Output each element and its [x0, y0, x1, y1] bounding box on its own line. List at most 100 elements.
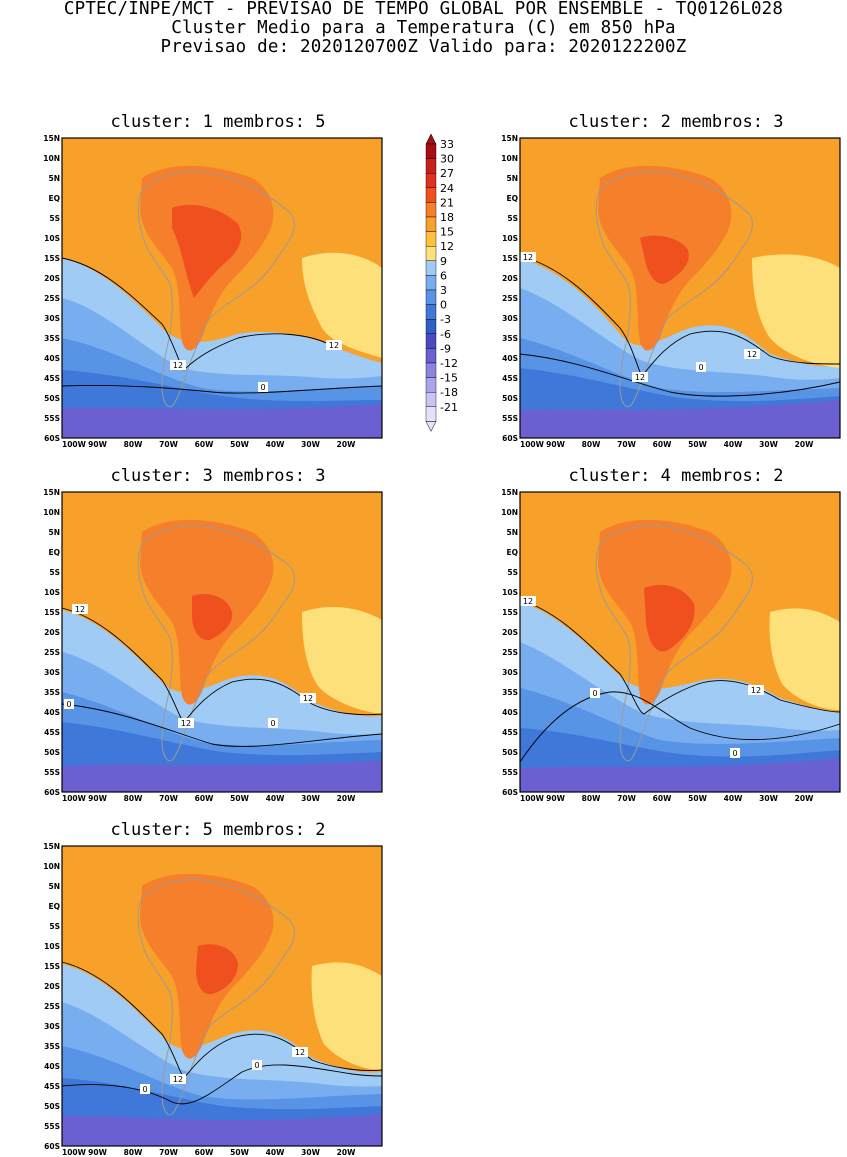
lat-tick-label: 10N	[43, 154, 60, 163]
lon-tick-label: 70W	[617, 440, 636, 449]
legend-swatch	[425, 245, 437, 261]
legend-label: 24	[440, 182, 454, 195]
lat-tick-label: 30S	[44, 1022, 60, 1031]
lon-tick-label: 90W	[88, 794, 107, 803]
lat-tick-label: 50S	[44, 394, 60, 403]
panel-title: cluster: 3 membros: 3	[110, 466, 326, 486]
lat-tick-label: 5S	[49, 214, 60, 223]
lon-tick-label: 20W	[795, 440, 814, 449]
legend-label: 30	[440, 153, 454, 166]
lat-axis: 15N 10N 5N EQ 5S 10S 15S 20S 25S 30S 35S 40S 45S 50S 5…	[501, 488, 518, 797]
lat-tick-label: 15N	[43, 488, 60, 497]
lat-tick-label: 55S	[44, 1122, 60, 1131]
lat-tick-label: 15N	[501, 488, 518, 497]
temperature-map: 12 12 0 0 15N 10N 5N EQ 5S 10S 15S 20S 25S 30S 35S…	[43, 842, 383, 1157]
contour-0	[519, 353, 841, 397]
lat-tick-label: 25S	[502, 648, 518, 657]
contour-label: 0	[270, 719, 275, 728]
lat-tick-label: 5N	[49, 174, 61, 183]
legend-swatch	[425, 289, 437, 305]
contour-label: 0	[732, 749, 737, 758]
legend-swatch	[425, 362, 437, 378]
lon-tick-label: 40W	[266, 1148, 285, 1157]
legend-swatch	[425, 202, 437, 218]
lat-tick-label: 15N	[501, 134, 518, 143]
panel-title: cluster: 4 membros: 2	[568, 466, 784, 486]
lat-tick-label: 25S	[44, 648, 60, 657]
lat-tick-label: 60S	[44, 434, 60, 443]
lat-tick-label: 5S	[507, 568, 518, 577]
lat-tick-label: 50S	[44, 748, 60, 757]
lon-tick-label: 80W	[582, 440, 601, 449]
contour-label: 0	[66, 700, 71, 709]
lat-tick-label: 10N	[501, 508, 518, 517]
lon-tick-label: 70W	[617, 794, 636, 803]
temperature-map: 12 12 12 0 15N 10N 5N EQ 5S 10S 15S 20S 25S 30S 35…	[501, 134, 841, 449]
legend-label: 18	[440, 211, 454, 224]
cool-zone-5	[62, 1114, 382, 1146]
lon-tick-label: 50W	[688, 440, 707, 449]
lat-tick-label: 20S	[44, 628, 60, 637]
lon-tick-label: 80W	[124, 794, 143, 803]
legend-label: 0	[440, 299, 447, 312]
contour-label: 12	[751, 686, 761, 695]
lon-tick-label: 50W	[230, 1148, 249, 1157]
legend-label: 27	[440, 167, 454, 180]
legend-label: -6	[440, 328, 451, 341]
lat-tick-label: 35S	[44, 688, 60, 697]
map-panel-2: cluster: 2 membros: 3 12 12 12 0 15N 10	[478, 112, 847, 457]
legend-swatch	[425, 333, 437, 349]
map-frame	[519, 491, 841, 793]
lon-tick-label: 70W	[159, 440, 178, 449]
lon-tick-label: 80W	[124, 440, 143, 449]
legend-label: 21	[440, 196, 454, 209]
lat-tick-label: 10S	[44, 234, 60, 243]
lon-tick-label: 60W	[195, 794, 214, 803]
header-line-1: CPTEC/INPE/MCT - PREVISAO DE TEMPO GLOBA…	[63, 0, 784, 19]
lat-tick-label: 25S	[44, 294, 60, 303]
legend-swatch	[425, 260, 437, 276]
lat-tick-label: 10N	[43, 508, 60, 517]
contour-label: 12	[173, 1075, 183, 1084]
lat-tick-label: 20S	[502, 628, 518, 637]
contour-label: 12	[303, 694, 313, 703]
lat-tick-label: 55S	[502, 414, 518, 423]
lon-axis: 100W 90W 80W 70W 60W 50W 40W 30W 20W	[62, 1148, 356, 1157]
contour-12	[61, 961, 383, 1079]
lat-tick-label: 25S	[44, 1002, 60, 1011]
legend-arrow-bottom	[425, 421, 437, 432]
legend-swatch	[425, 304, 437, 320]
mild-zone	[752, 254, 840, 368]
lat-tick-label: 15S	[502, 254, 518, 263]
contour-label: 12	[295, 1048, 305, 1057]
lat-tick-label: 55S	[502, 768, 518, 777]
lat-tick-label: 5S	[49, 568, 60, 577]
cool-zone-5	[62, 404, 382, 438]
lat-tick-label: 30S	[44, 668, 60, 677]
legend-swatch	[425, 406, 437, 422]
lon-tick-label: 100W	[520, 794, 545, 803]
lat-tick-label: 5N	[507, 174, 519, 183]
lat-tick-label: 35S	[44, 1042, 60, 1051]
lat-tick-label: 30S	[502, 668, 518, 677]
legend-swatch	[425, 392, 437, 408]
lat-tick-label: 30S	[502, 314, 518, 323]
lon-tick-label: 80W	[582, 794, 601, 803]
map-panel-1: cluster: 1 membros: 5 12 12 0 15N 10N 5N EQ…	[20, 112, 400, 457]
lon-tick-label: 70W	[159, 1148, 178, 1157]
lat-tick-label: 45S	[502, 728, 518, 737]
lat-axis: 15N 10N 5N EQ 5S 10S 15S 20S 25S 30S 35S 40S 45S 50S 5…	[43, 134, 60, 443]
hot-zone	[196, 944, 238, 995]
lat-tick-label: 30S	[44, 314, 60, 323]
lon-tick-label: 30W	[759, 440, 778, 449]
legend-swatch	[425, 173, 437, 189]
legend-label: -18	[440, 386, 458, 399]
lat-tick-label: 10N	[43, 862, 60, 871]
legend-label: 3	[440, 284, 447, 297]
lon-tick-label: 100W	[62, 794, 87, 803]
lon-tick-label: 70W	[159, 794, 178, 803]
panel-title: cluster: 2 membros: 3	[568, 112, 784, 132]
lon-tick-label: 40W	[724, 794, 743, 803]
contour-0	[61, 385, 383, 394]
